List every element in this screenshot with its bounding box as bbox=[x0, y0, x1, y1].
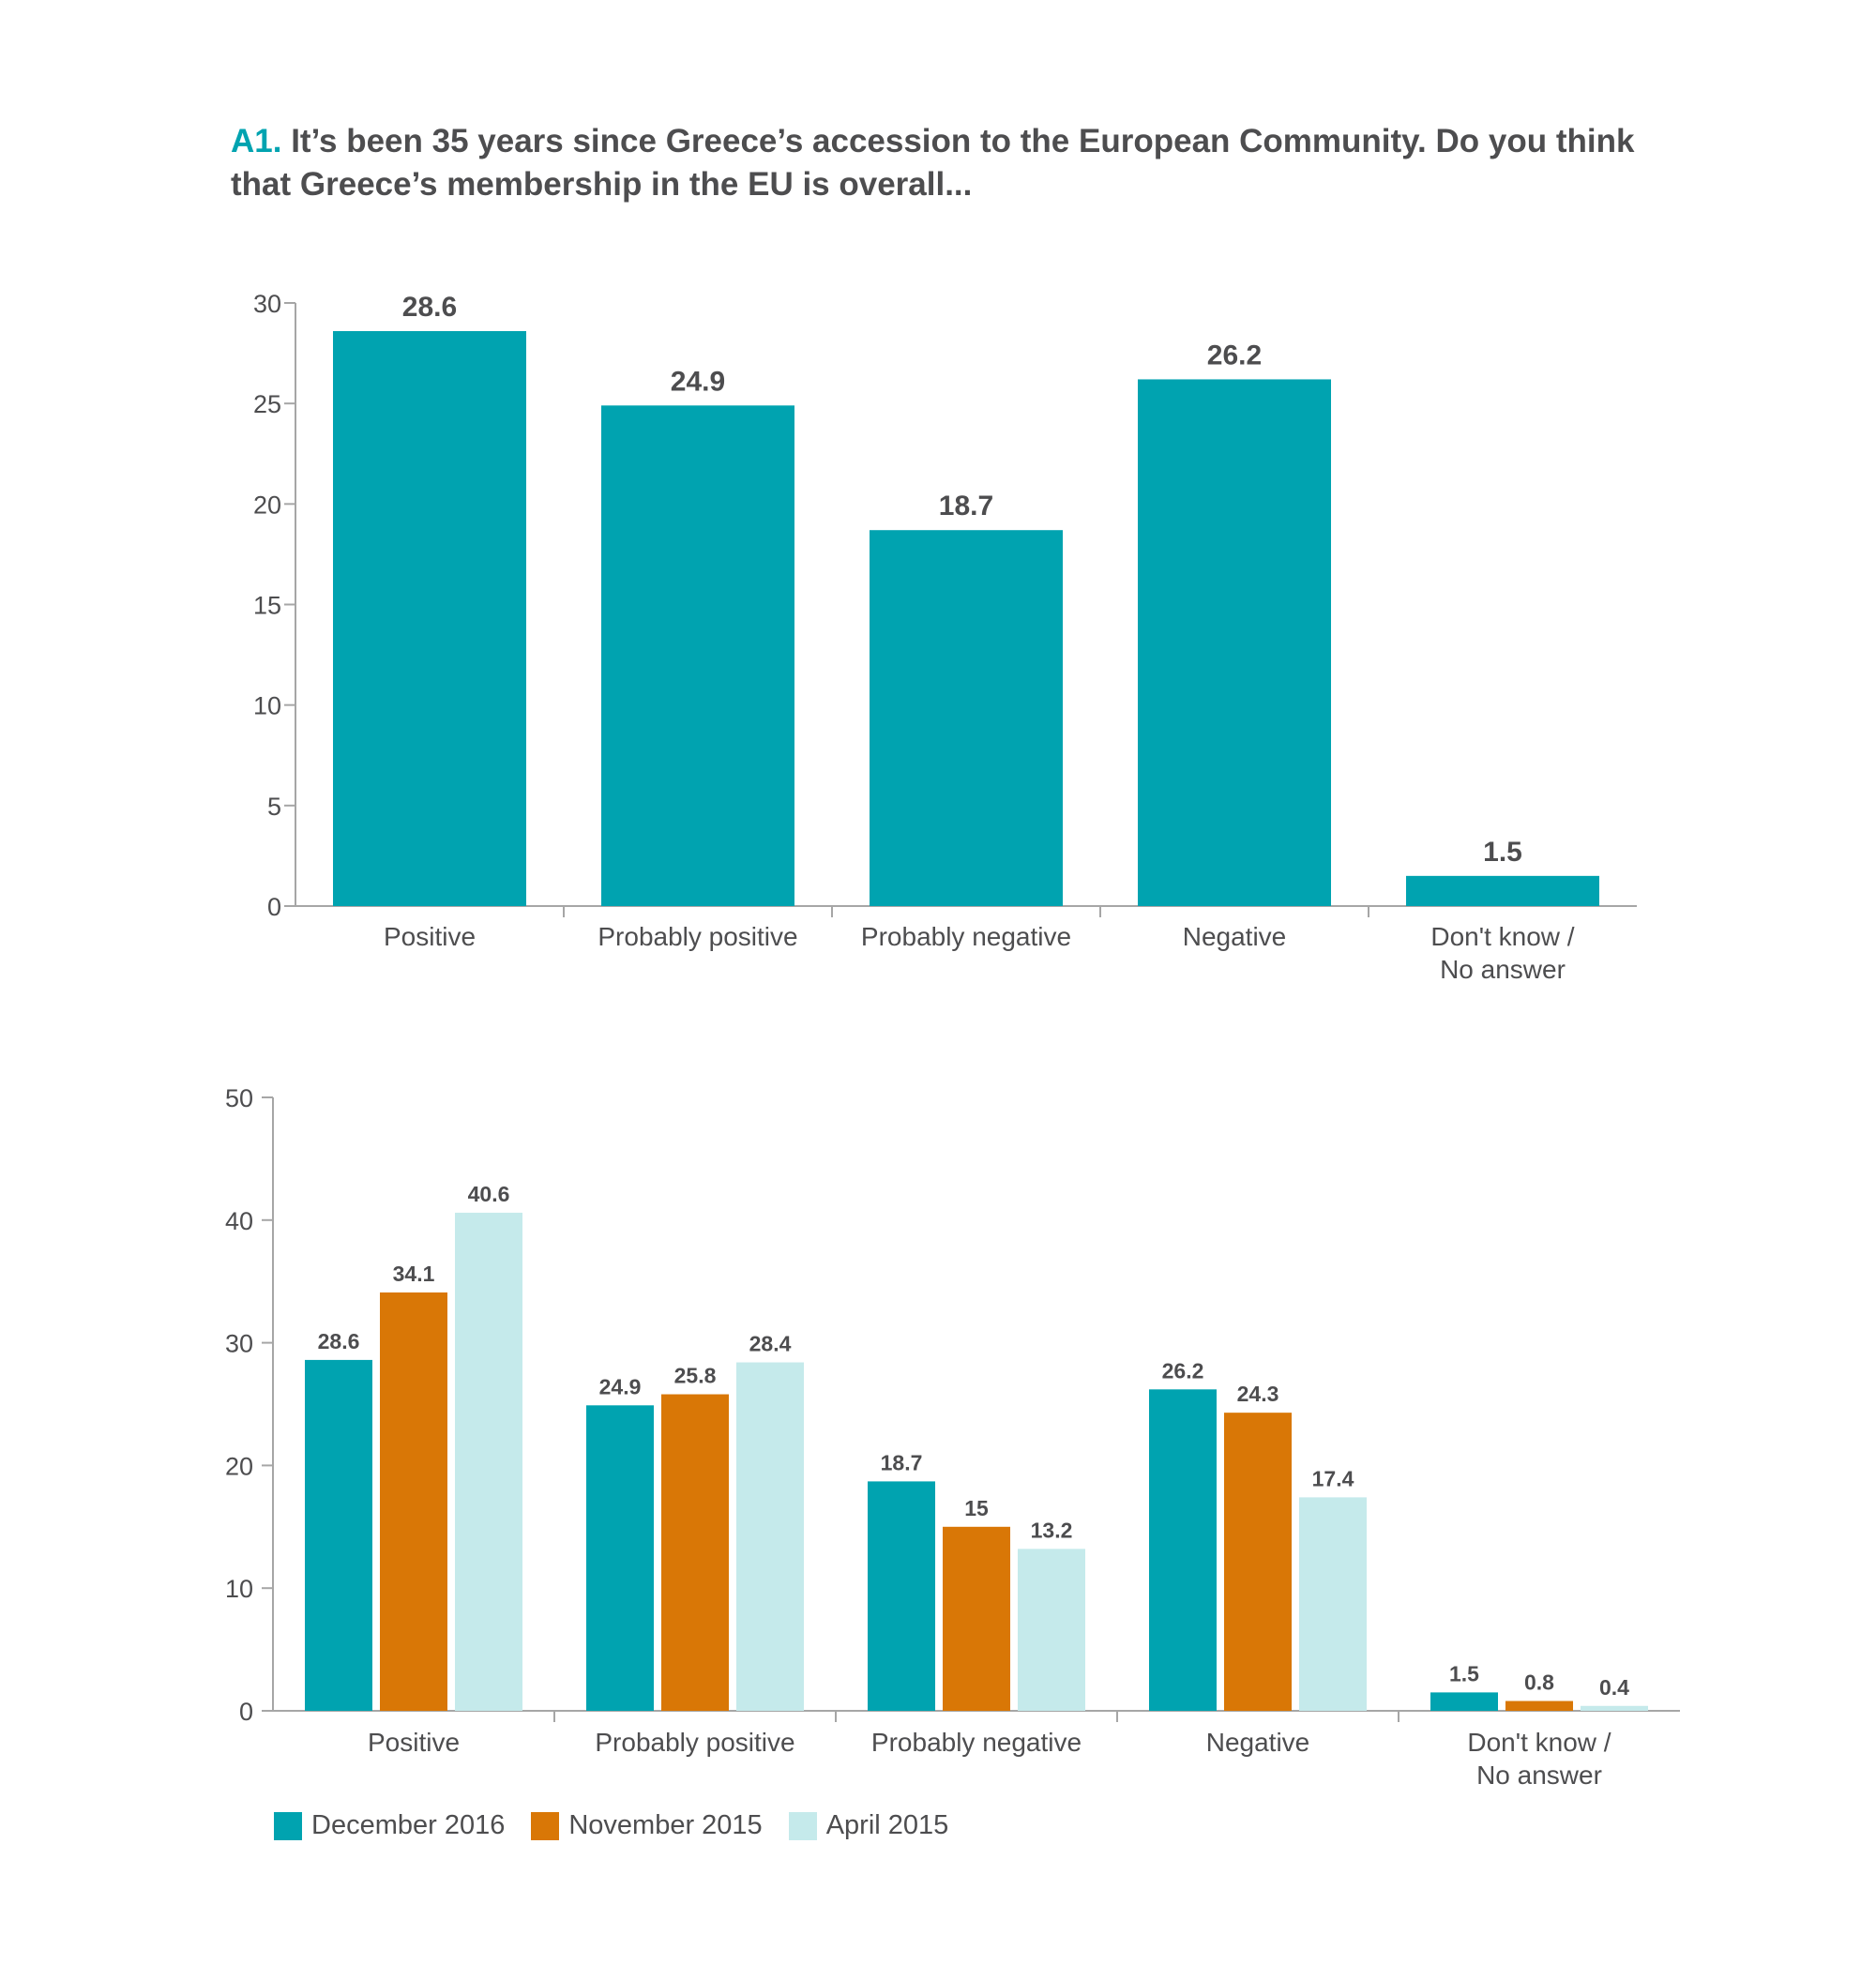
bar-negative bbox=[1138, 379, 1331, 906]
category-label-probably-negative: Probably negative bbox=[861, 922, 1071, 951]
y-tick-label: 50 bbox=[225, 1084, 253, 1112]
data-label-probably-positive-december-2016: 24.9 bbox=[599, 1374, 642, 1398]
y-tick-label: 0 bbox=[267, 893, 281, 921]
y-tick-label: 30 bbox=[253, 290, 281, 318]
bar-probably-negative-april-2015 bbox=[1018, 1549, 1085, 1711]
bar-positive-november-2015 bbox=[380, 1292, 447, 1711]
category-label-don-t-know-no-answer: Don't know / No answer bbox=[1430, 922, 1574, 984]
data-label-don-t-know-no-answer-november-2015: 0.8 bbox=[1524, 1670, 1554, 1695]
y-tick-label: 0 bbox=[239, 1698, 253, 1726]
bar-probably-positive-november-2015 bbox=[661, 1394, 729, 1711]
question-text: It’s been 35 years since Greece’s access… bbox=[231, 123, 1635, 203]
legend-label: December 2016 bbox=[311, 1810, 506, 1840]
bar-probably-negative bbox=[870, 530, 1063, 906]
category-label-negative: Negative bbox=[1206, 1728, 1310, 1757]
data-label-don-t-know-no-answer: 1.5 bbox=[1483, 837, 1522, 868]
bar-don-t-know-no-answer-november-2015 bbox=[1505, 1700, 1573, 1711]
bar-negative-april-2015 bbox=[1299, 1497, 1367, 1711]
data-label-positive: 28.6 bbox=[402, 292, 457, 323]
data-label-don-t-know-no-answer-april-2015: 0.4 bbox=[1599, 1675, 1629, 1700]
data-label-negative: 26.2 bbox=[1207, 340, 1262, 370]
y-tick-label: 25 bbox=[253, 390, 281, 418]
category-label-probably-positive: Probably positive bbox=[595, 1728, 794, 1757]
y-tick-label: 10 bbox=[253, 692, 281, 720]
data-label-positive-december-2016: 28.6 bbox=[318, 1329, 360, 1353]
bar-probably-positive bbox=[601, 405, 794, 906]
category-label-probably-negative: Probably negative bbox=[871, 1728, 1082, 1757]
category-label-positive: Positive bbox=[384, 922, 476, 951]
data-label-probably-negative: 18.7 bbox=[939, 491, 993, 521]
category-label-probably-positive: Probably positive bbox=[598, 922, 797, 951]
data-label-negative-november-2015: 24.3 bbox=[1237, 1382, 1279, 1406]
multi-series-bar-chart: 0 10 20 30 40 50 28.6 34.1 40.6 Positive 24.9 25.8 2… bbox=[225, 1084, 1680, 1790]
single-series-bar-chart: 0 5 10 15 20 25 30 28.6 Positive 24.9 Probably pos… bbox=[253, 290, 1637, 984]
data-label-probably-positive-november-2015: 25.8 bbox=[674, 1364, 717, 1388]
category-label-don-t-know-no-answer: Don't know / No answer bbox=[1467, 1728, 1611, 1790]
bar-probably-positive-december-2016 bbox=[586, 1405, 654, 1711]
bar-probably-negative-december-2016 bbox=[868, 1481, 935, 1711]
y-tick-label: 10 bbox=[225, 1575, 253, 1603]
data-label-positive-november-2015: 34.1 bbox=[393, 1262, 435, 1286]
data-label-positive-april-2015: 40.6 bbox=[468, 1182, 510, 1206]
data-label-probably-positive: 24.9 bbox=[671, 366, 725, 397]
bar-positive bbox=[333, 331, 526, 906]
chart-legend: December 2016 November 2015 April 2015 bbox=[274, 1810, 975, 1841]
legend-item-december-2016: December 2016 bbox=[274, 1810, 505, 1841]
bar-probably-negative-november-2015 bbox=[943, 1526, 1010, 1711]
bar-negative-november-2015 bbox=[1224, 1413, 1292, 1711]
category-label-negative: Negative bbox=[1183, 922, 1287, 951]
data-label-probably-negative-december-2016: 18.7 bbox=[881, 1450, 923, 1474]
data-label-don-t-know-no-answer-december-2016: 1.5 bbox=[1449, 1661, 1479, 1685]
legend-item-november-2015: November 2015 bbox=[531, 1810, 763, 1841]
data-label-negative-december-2016: 26.2 bbox=[1162, 1358, 1204, 1383]
question-number: A1. bbox=[231, 123, 282, 159]
y-tick-label: 40 bbox=[225, 1207, 253, 1235]
bar-positive-april-2015 bbox=[455, 1212, 522, 1711]
bar-don-t-know-no-answer bbox=[1406, 875, 1599, 906]
chart-title: A1. It’s been 35 years since Greece’s ac… bbox=[231, 120, 1694, 206]
data-label-probably-positive-april-2015: 28.4 bbox=[749, 1332, 792, 1356]
y-tick-label: 15 bbox=[253, 592, 281, 620]
bar-negative-december-2016 bbox=[1149, 1389, 1217, 1711]
y-tick-label: 20 bbox=[253, 491, 281, 519]
y-tick-label: 5 bbox=[267, 793, 281, 821]
legend-label: November 2015 bbox=[568, 1810, 763, 1840]
bar-don-t-know-no-answer-april-2015 bbox=[1581, 1705, 1648, 1711]
legend-item-april-2015: April 2015 bbox=[788, 1810, 949, 1841]
legend-swatch bbox=[274, 1811, 302, 1840]
legend-swatch bbox=[788, 1811, 817, 1840]
y-tick-label: 30 bbox=[225, 1330, 253, 1358]
data-label-probably-negative-november-2015: 15 bbox=[964, 1496, 989, 1520]
bar-don-t-know-no-answer-december-2016 bbox=[1430, 1692, 1498, 1711]
legend-label: April 2015 bbox=[825, 1810, 949, 1840]
y-tick-label: 20 bbox=[225, 1452, 253, 1480]
category-label-positive: Positive bbox=[368, 1728, 460, 1757]
data-label-negative-april-2015: 17.4 bbox=[1312, 1466, 1354, 1490]
legend-swatch bbox=[531, 1811, 560, 1840]
data-label-probably-negative-april-2015: 13.2 bbox=[1031, 1518, 1073, 1542]
bar-probably-positive-april-2015 bbox=[736, 1362, 804, 1711]
bar-positive-december-2016 bbox=[305, 1359, 372, 1711]
